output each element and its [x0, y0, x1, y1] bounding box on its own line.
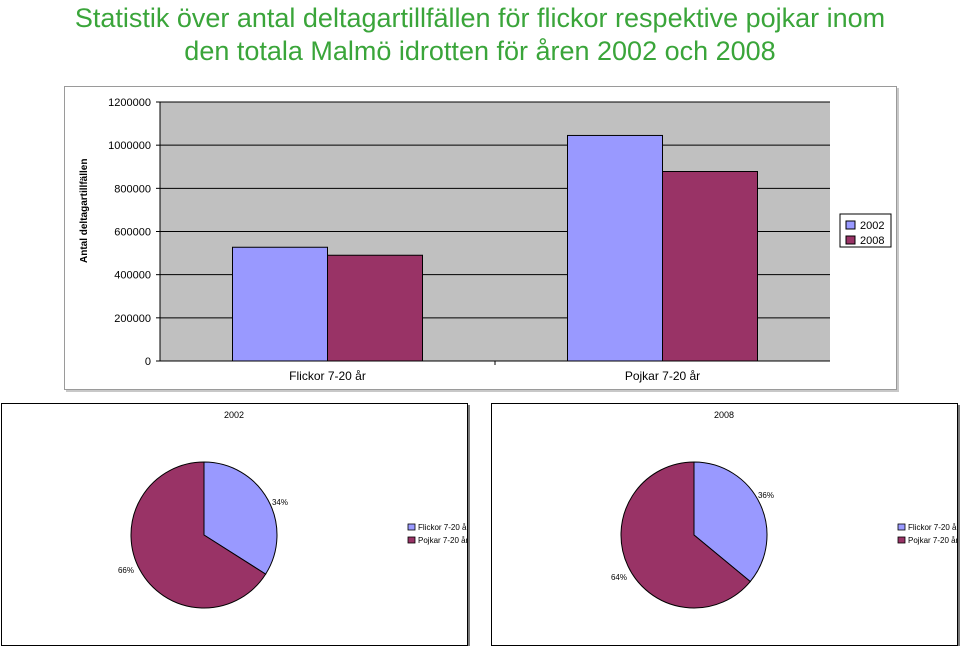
page-title-line-1: Statistik över antal deltagartillfällen …	[74, 3, 886, 33]
pie-legend-swatch-pojkar-7-20-r	[407, 536, 416, 544]
pie-value-label-flickor-7-20-r: 34%	[272, 498, 288, 507]
pie-chart-2002-frame: 2002 34% 66% Flickor 7-20 år Pojkar 7-20 år	[1, 403, 468, 646]
pie-chart-2008: 2008 36% 64% Flickor 7-20 år Pojkar 7-20 år	[611, 410, 957, 609]
pie-chart-2002: 2002 34% 66% Flickor 7-20 år Pojkar 7-20 år	[118, 410, 467, 609]
page-title: Statistik över antal deltagartillfällen …	[0, 2, 960, 68]
bar-flickor-7-20-r-2008	[327, 254, 423, 362]
pie-legend-swatch-flickor-7-20-r	[407, 523, 416, 531]
legend-label-2002: 2002	[860, 220, 884, 232]
pie-legend-label-pojkar-7-20-r: Pojkar 7-20 år	[908, 536, 957, 545]
x-tick-label: Flickor 7-20 år	[289, 369, 366, 383]
bar-chart: 0 200000 400000 600000 800000 1000000 1200000 A…	[79, 97, 892, 383]
legend-swatch-2008	[845, 235, 856, 245]
x-tick-label: Pojkar 7-20 år	[625, 369, 700, 383]
pie-chart-2008-frame: 2008 36% 64% Flickor 7-20 år Pojkar 7-20 år	[491, 403, 958, 646]
pie-slice-pojkar-7-20-r	[130, 461, 267, 609]
pie-value-label-flickor-7-20-r: 36%	[758, 491, 774, 500]
pie-title: 2008	[714, 410, 734, 420]
pie-legend-swatch-pojkar-7-20-r	[897, 536, 906, 544]
legend-label-2008: 2008	[860, 235, 884, 247]
pie-value-label-pojkar-7-20-r: 64%	[611, 573, 627, 582]
pie-title: 2002	[224, 410, 244, 420]
pie-legend-swatch-flickor-7-20-r	[897, 523, 906, 531]
page-title-line-2: den totala Malmö idrotten för åren 2002 …	[184, 36, 776, 66]
pie-value-label-pojkar-7-20-r: 66%	[118, 566, 134, 575]
bar-chart-frame: 0 200000 400000 600000 800000 1000000 1200000 A…	[64, 86, 897, 390]
y-tick-label: 600000	[114, 227, 151, 239]
pie-legend-label-flickor-7-20-r: Flickor 7-20 år	[418, 523, 467, 532]
legend-swatch-2002	[845, 220, 856, 230]
y-tick-label: 0	[145, 356, 151, 368]
bar-pojkar-7-20-r-2008	[662, 170, 758, 362]
y-tick-label: 400000	[114, 270, 151, 282]
pie-legend-label-flickor-7-20-r: Flickor 7-20 år	[908, 523, 957, 532]
y-tick-label: 1000000	[108, 140, 151, 152]
y-tick-label: 200000	[114, 313, 151, 325]
legend-box	[839, 213, 892, 248]
y-tick-label: 1200000	[108, 97, 151, 109]
y-axis-title: Antal deltagartillfällen	[79, 159, 90, 263]
pie-legend-label-pojkar-7-20-r: Pojkar 7-20 år	[418, 536, 467, 545]
pie-slice-pojkar-7-20-r	[620, 461, 751, 609]
y-tick-label: 800000	[114, 183, 151, 195]
pie-slice-flickor-7-20-r	[693, 461, 768, 583]
bar-flickor-7-20-r-2002	[232, 246, 328, 362]
bar-pojkar-7-20-r-2002	[567, 134, 663, 362]
